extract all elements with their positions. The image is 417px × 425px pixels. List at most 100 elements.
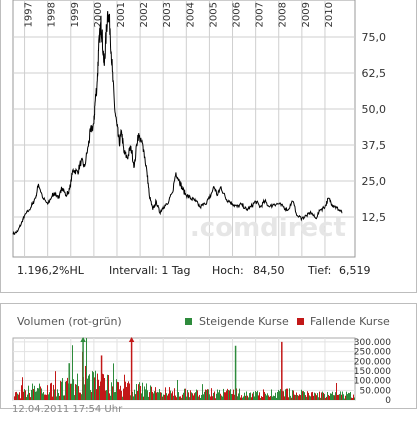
volume-bar — [344, 398, 345, 400]
volume-bar — [57, 389, 58, 400]
volume-bar — [231, 393, 232, 400]
volume-bar — [268, 395, 269, 400]
volume-bar — [201, 394, 202, 400]
volume-chart-panel: Volumen (rot-grün) Steigende Kurse Falle… — [0, 303, 417, 409]
volume-bar — [204, 391, 205, 400]
price-x-tick-label: 2009 — [301, 2, 312, 27]
volume-bar — [343, 394, 344, 400]
volume-bar — [251, 397, 252, 400]
price-x-tick-label: 1998 — [47, 2, 58, 27]
volume-bar — [144, 386, 145, 400]
volume-bar — [107, 374, 108, 400]
volume-bar — [50, 383, 51, 400]
volume-bar — [163, 394, 164, 400]
volume-bar — [28, 385, 29, 400]
volume-bar — [303, 391, 304, 400]
volume-bar — [89, 374, 90, 400]
volume-bar — [218, 392, 219, 400]
volume-bar — [29, 392, 30, 400]
volume-bar — [44, 394, 45, 400]
volume-y-tick-labels: 300.000250.000200.000150.000100.00050.00… — [354, 338, 391, 406]
volume-bar — [23, 391, 24, 400]
volume-bar — [260, 397, 261, 400]
volume-bar — [225, 392, 226, 400]
volume-bar — [102, 373, 103, 400]
volume-bar — [349, 393, 350, 400]
volume-bar — [141, 393, 142, 400]
volume-bar — [203, 394, 204, 400]
volume-bar — [213, 392, 214, 400]
volume-bar — [99, 385, 100, 400]
volume-bar — [242, 397, 243, 400]
volume-chart: Volumen (rot-grün) Steigende Kurse Falle… — [12, 315, 391, 406]
volume-bar — [186, 396, 187, 400]
volume-bar — [63, 395, 64, 400]
volume-bar — [140, 385, 141, 400]
volume-bar — [171, 393, 172, 400]
volume-overflow-arrow-icon — [80, 337, 86, 342]
price-x-tick-label: 1997 — [24, 2, 35, 27]
volume-bar — [305, 395, 306, 400]
volume-bar — [299, 394, 300, 400]
volume-bar — [192, 393, 193, 400]
volume-bar — [139, 382, 140, 400]
volume-bar — [156, 392, 157, 400]
volume-bar — [150, 385, 151, 400]
volume-bar — [38, 388, 39, 400]
volume-bar — [189, 397, 190, 400]
volume-bar — [75, 384, 76, 400]
volume-bar — [321, 392, 322, 400]
volume-bar — [318, 397, 319, 400]
volume-bar — [112, 386, 113, 400]
volume-bar — [311, 392, 312, 400]
volume-bar — [304, 392, 305, 400]
price-y-tick-label: 25,0 — [362, 175, 387, 188]
volume-bar — [262, 396, 263, 400]
volume-bar — [245, 395, 246, 400]
volume-bar — [202, 384, 203, 400]
volume-bar — [336, 383, 337, 400]
price-series-line — [12, 11, 343, 235]
volume-bar — [237, 396, 238, 400]
volume-bar — [135, 394, 136, 400]
volume-bar — [215, 398, 216, 400]
volume-bar — [228, 390, 229, 400]
volume-y-tick-label: 150.000 — [354, 367, 391, 377]
volume-bar — [67, 377, 68, 400]
volume-bar — [290, 395, 291, 400]
price-y-tick-label: 37,5 — [362, 139, 387, 152]
volume-bar — [65, 381, 66, 400]
volume-bar — [42, 393, 43, 400]
price-chart: .comdirect 1997 1998 1999 2000 2001 2002 2003 2… — [12, 0, 387, 258]
volume-bar — [155, 387, 156, 400]
volume-bar — [239, 388, 240, 400]
volume-bar — [128, 381, 129, 400]
volume-bar — [292, 390, 293, 400]
volume-bar — [64, 395, 65, 400]
volume-bar — [236, 388, 237, 400]
volume-bar — [132, 391, 133, 400]
price-x-tick-label: 2002 — [139, 2, 150, 27]
volume-bar — [94, 377, 95, 400]
performance-stat: 1.196,2%HL — [17, 264, 84, 277]
volume-bar — [330, 393, 331, 400]
volume-bar — [37, 388, 38, 400]
volume-bar — [159, 389, 160, 400]
volume-bar — [54, 389, 55, 400]
volume-bar — [97, 373, 98, 400]
volume-bar — [267, 393, 268, 400]
volume-spike-bar — [281, 341, 283, 400]
volume-bar — [185, 388, 186, 400]
volume-bar — [233, 389, 234, 400]
volume-bar — [133, 396, 134, 400]
volume-bar — [301, 389, 302, 400]
volume-bar — [272, 396, 273, 400]
volume-bar — [73, 379, 74, 400]
volume-bar — [165, 387, 166, 400]
volume-bar — [149, 392, 150, 400]
volume-bar — [55, 371, 56, 400]
volume-bar — [77, 373, 78, 400]
volume-bar — [129, 383, 130, 400]
volume-bar — [58, 392, 59, 400]
volume-bar — [250, 392, 251, 400]
